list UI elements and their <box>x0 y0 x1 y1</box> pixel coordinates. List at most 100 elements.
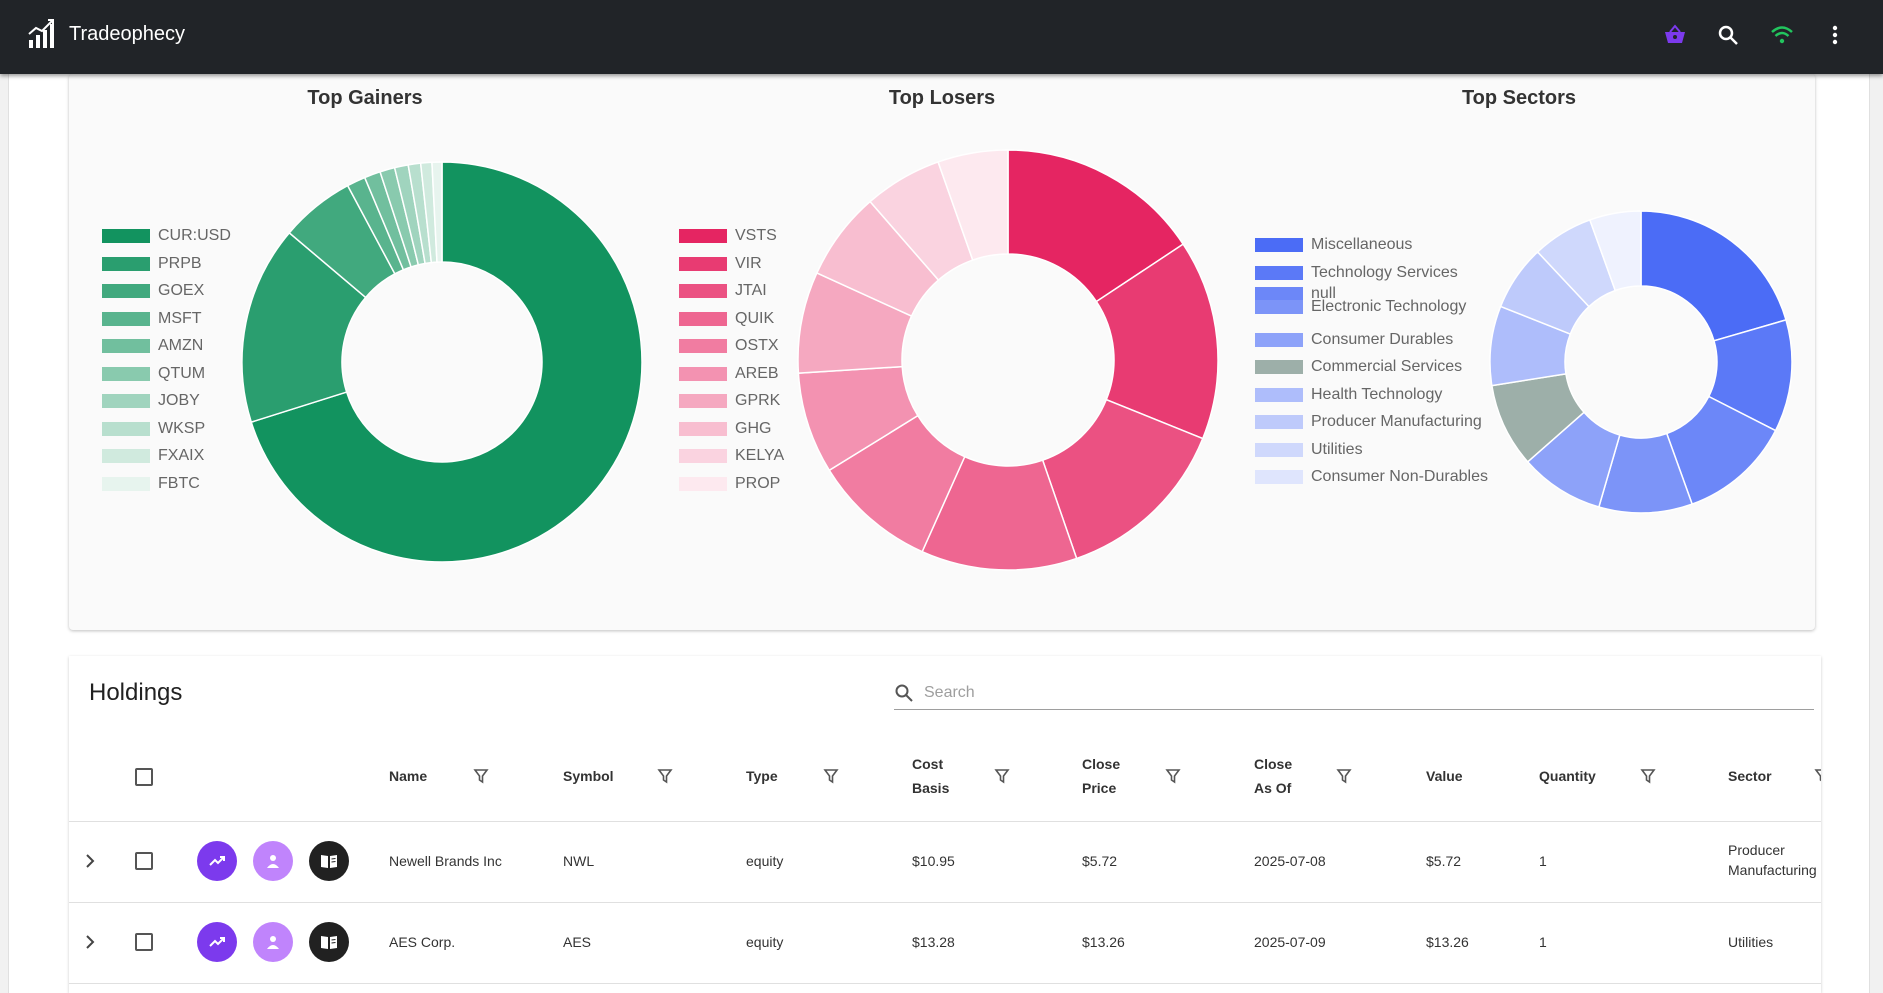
losers-legend-item[interactable]: GPRK <box>679 391 780 411</box>
sectors-legend-item[interactable]: Consumer Durables <box>1255 330 1453 350</box>
book-action-button[interactable] <box>309 922 349 962</box>
column-header-close-price[interactable]: Close Price <box>1082 752 1120 800</box>
holdings-search <box>894 676 1814 710</box>
search-icon <box>1718 25 1738 45</box>
cell-sector: Producer Manufacturing <box>1728 840 1817 880</box>
pie-slice-miscellaneous[interactable] <box>1640 210 1787 342</box>
losers-legend-item[interactable]: AREB <box>679 364 779 384</box>
filter-sector-icon[interactable] <box>1814 768 1821 784</box>
sectors-legend-item[interactable]: Producer Manufacturing <box>1255 412 1482 432</box>
cell-cost-basis: $10.95 <box>912 853 955 869</box>
gainers-legend-item[interactable]: QTUM <box>102 364 205 384</box>
losers-legend-item[interactable]: JTAI <box>679 281 767 301</box>
sectors-legend-item[interactable]: Commercial Services <box>1255 357 1462 377</box>
filter-symbol-icon[interactable] <box>657 768 673 784</box>
legend-swatch <box>1255 415 1303 429</box>
chart-logo-icon <box>28 19 54 48</box>
column-header-cost-basis-line1: Cost <box>912 756 944 772</box>
holdings-card: Holdings Name Symbol Type Cost Basis Clo… <box>69 656 1821 993</box>
losers-legend-item[interactable]: KELYA <box>679 446 784 466</box>
losers-legend-item[interactable]: GHG <box>679 419 771 439</box>
row-select-checkbox[interactable] <box>135 852 153 870</box>
sectors-legend-item[interactable]: Miscellaneous <box>1255 235 1412 255</box>
chevron-right-icon[interactable] <box>82 934 98 950</box>
pie-slice-prop[interactable] <box>937 149 1009 261</box>
column-header-value[interactable]: Value <box>1426 768 1463 784</box>
losers-legend-item[interactable]: PROP <box>679 474 780 494</box>
pie-slice-vir[interactable] <box>1095 243 1219 440</box>
select-all-checkbox[interactable] <box>135 768 153 786</box>
person-action-button[interactable] <box>253 922 293 962</box>
sectors-legend-item[interactable]: Utilities <box>1255 440 1363 460</box>
column-header-sector[interactable]: Sector <box>1728 768 1772 784</box>
legend-label: PROP <box>735 474 781 492</box>
chart-action-button[interactable] <box>197 841 237 881</box>
pie-slice-cur-usd[interactable] <box>250 161 643 563</box>
pie-slice-fbtc[interactable] <box>431 161 443 263</box>
pie-slice-vsts[interactable] <box>1007 149 1185 303</box>
app-title: Tradeophecy <box>69 22 185 45</box>
legend-swatch <box>102 449 150 463</box>
legend-label: JTAI <box>735 282 767 299</box>
person-action-button[interactable] <box>253 841 293 881</box>
row-divider <box>69 983 1821 984</box>
book-icon <box>321 936 337 949</box>
column-header-close-as-of-line2: As Of <box>1254 780 1292 796</box>
filter-type-icon[interactable] <box>823 768 839 784</box>
column-header-type[interactable]: Type <box>746 768 778 784</box>
gainers-legend-item[interactable]: AMZN <box>102 336 203 356</box>
gainers-legend-item[interactable]: FXAIX <box>102 446 204 466</box>
column-header-name[interactable]: Name <box>389 768 428 784</box>
gainers-legend-item[interactable]: PRPB <box>102 254 202 274</box>
row-select-checkbox[interactable] <box>135 933 153 951</box>
gainers-legend-item[interactable]: FBTC <box>102 474 200 494</box>
search-input[interactable] <box>924 683 1784 702</box>
gainers-legend-item[interactable]: CUR:USD <box>102 226 231 246</box>
brand[interactable]: Tradeophecy <box>27 18 185 50</box>
filter-close-as-of-icon[interactable] <box>1336 768 1352 784</box>
basket-button[interactable] <box>1660 20 1690 50</box>
sectors-legend-item[interactable]: Consumer Non-Durables <box>1255 467 1488 487</box>
losers-legend-item[interactable]: VIR <box>679 254 762 274</box>
column-header-quantity[interactable]: Quantity <box>1539 768 1596 784</box>
book-action-button[interactable] <box>309 841 349 881</box>
sectors-legend-item[interactable]: Electronic Technology <box>1255 297 1466 317</box>
losers-legend-item[interactable]: QUIK <box>679 309 774 329</box>
gainers-legend-item[interactable]: MSFT <box>102 309 202 329</box>
losers-legend-item[interactable]: VSTS <box>679 226 777 246</box>
chart-action-button[interactable] <box>197 922 237 962</box>
legend-label: Technology Services <box>1311 263 1458 281</box>
losers-legend-item[interactable]: OSTX <box>679 336 779 356</box>
filter-quantity-icon[interactable] <box>1640 768 1656 784</box>
sectors-donut-chart <box>1489 210 1793 514</box>
header-divider <box>69 821 1821 822</box>
gainers-legend-item[interactable]: GOEX <box>102 281 204 301</box>
pie-slice-prpb[interactable] <box>241 231 367 424</box>
gainers-legend-item[interactable]: JOBY <box>102 391 200 411</box>
connection-status-button[interactable] <box>1767 20 1797 50</box>
legend-swatch <box>679 256 727 271</box>
filter-name-icon[interactable] <box>473 768 489 784</box>
legend-label: FXAIX <box>158 447 205 464</box>
pie-slice-consumer-non-durables[interactable] <box>1588 210 1642 292</box>
legend-swatch <box>102 476 150 491</box>
chevron-right-icon[interactable] <box>82 853 98 869</box>
column-header-close-as-of[interactable]: Close As Of <box>1254 752 1292 800</box>
column-header-close-price-line2: Price <box>1082 780 1117 796</box>
search-button[interactable] <box>1713 20 1743 50</box>
filter-cost-basis-icon[interactable] <box>994 768 1010 784</box>
legend-label: FBTC <box>158 474 200 492</box>
gainers-legend-item[interactable]: WKSP <box>102 419 205 439</box>
sectors-legend-item[interactable]: Technology Services <box>1255 263 1458 283</box>
basket-icon <box>1665 24 1685 43</box>
column-header-cost-basis[interactable]: Cost Basis <box>912 752 949 800</box>
filter-close-price-icon[interactable] <box>1165 768 1181 784</box>
sectors-legend-item[interactable]: null <box>1255 284 1336 304</box>
legend-label: OSTX <box>735 337 779 354</box>
more-menu-button[interactable] <box>1820 20 1850 50</box>
charts-card: Top Gainers Top Losers Top Sectors CUR:U… <box>69 74 1815 630</box>
legend-swatch <box>679 366 727 381</box>
sectors-legend-item[interactable]: Health Technology <box>1255 385 1442 405</box>
legend-label: Electronic Technology <box>1311 298 1467 315</box>
column-header-symbol[interactable]: Symbol <box>563 768 614 784</box>
